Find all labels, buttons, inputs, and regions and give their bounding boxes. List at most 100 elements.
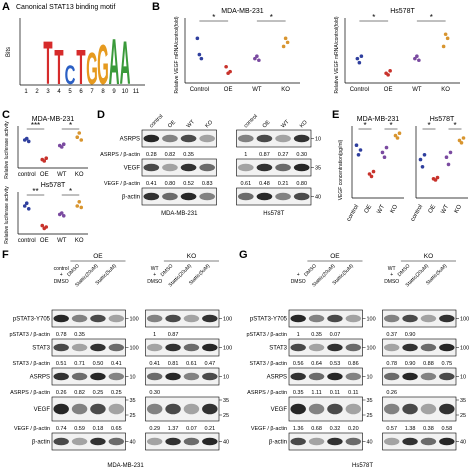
band: [165, 314, 181, 323]
row-label: ASRPS / β-actin: [247, 390, 287, 396]
data-point: [446, 162, 451, 167]
logo-letter: A: [109, 26, 120, 98]
data-point: [386, 73, 390, 77]
ratio-value: 0.83: [202, 181, 213, 187]
lane-prefix: control: [54, 266, 69, 272]
band: [308, 403, 325, 415]
marker-label: 100: [130, 317, 139, 323]
ratio-value: 0.57: [386, 426, 397, 432]
row-label: VEGF / β-actin: [251, 426, 287, 432]
ratio-value: 0.25: [111, 390, 122, 396]
data-point: [393, 133, 398, 138]
data-point: [75, 204, 80, 208]
ratio-value: 0.50: [93, 361, 104, 367]
ratio-value: 0.86: [348, 361, 359, 367]
band: [108, 372, 125, 381]
marker-label: 100: [223, 346, 232, 352]
data-point: [224, 64, 228, 69]
data-point: [44, 156, 49, 160]
blot-frame: [141, 129, 217, 148]
data-point: [371, 169, 376, 174]
category-label: WT: [57, 238, 67, 244]
category-label: OE: [224, 87, 233, 93]
band: [402, 437, 418, 446]
ratio-value: 0.53: [330, 361, 341, 367]
ratio-value: 1.37: [168, 426, 179, 432]
data-point: [448, 150, 453, 155]
data-point: [354, 143, 359, 147]
band: [183, 314, 200, 323]
band: [345, 343, 362, 352]
cell-label: Hs578T: [352, 463, 373, 469]
position-label: 7: [90, 89, 94, 95]
data-point: [197, 52, 202, 57]
panel-letter: C: [2, 109, 10, 121]
data-point: [461, 136, 466, 140]
sig-label: ***: [31, 121, 40, 130]
ratio-value: 0.52: [183, 181, 194, 187]
band: [290, 314, 306, 323]
band: [53, 403, 69, 415]
band: [420, 437, 437, 446]
ratio-value: 0.87: [168, 332, 179, 338]
row-label: STAT3 / β-actin: [250, 361, 288, 367]
ratio-value: 0.47: [204, 361, 215, 367]
band: [108, 437, 125, 446]
band: [293, 163, 310, 172]
ratio-value: 0.56: [293, 361, 304, 367]
data-point: [380, 150, 385, 155]
data-point: [422, 153, 427, 157]
ratio-value: 0.82: [74, 390, 85, 396]
data-point: [285, 40, 290, 45]
ratio-value: 1.11: [311, 390, 321, 396]
marker-label: 35: [315, 166, 321, 172]
data-point: [79, 205, 84, 210]
band: [439, 314, 455, 323]
data-point: [253, 56, 257, 61]
marker-label: 100: [223, 317, 232, 323]
band: [402, 343, 418, 352]
ratio-value: 0.80: [165, 181, 176, 187]
marker-label: 100: [460, 346, 469, 352]
data-point: [388, 69, 392, 73]
band: [202, 343, 218, 352]
category-label: WT: [376, 204, 386, 215]
position-label: 11: [133, 89, 140, 95]
row-label: VEGF / β-actin: [14, 426, 50, 432]
data-point: [75, 135, 80, 139]
marker-label: 35: [223, 398, 229, 404]
data-point: [77, 200, 82, 204]
ratio-value: 0.90: [405, 361, 416, 367]
band: [293, 134, 310, 143]
sig-label: *: [69, 187, 72, 196]
cell-label: MDA-MB-231: [107, 463, 144, 469]
band: [439, 372, 455, 381]
row-label: VEGF: [271, 407, 288, 413]
plot-title: Hs578T: [390, 8, 415, 15]
band: [383, 437, 400, 446]
band: [420, 314, 437, 323]
ratio-value: 0.35: [183, 152, 194, 158]
ratio-value: 0.81: [168, 361, 179, 367]
band: [183, 343, 200, 352]
band: [146, 403, 163, 415]
ratio-value: 0.64: [311, 361, 322, 367]
category-label: OE: [40, 238, 49, 244]
band: [165, 437, 181, 446]
panel-letter: F: [2, 249, 9, 261]
band: [199, 192, 216, 201]
band: [165, 372, 181, 381]
y-label: Bits: [6, 47, 12, 57]
band: [90, 403, 106, 415]
data-point: [397, 131, 402, 135]
band: [183, 437, 200, 446]
row-label: VEGF / β-actin: [104, 181, 140, 187]
band: [71, 437, 88, 446]
ratio-value: 0.78: [56, 332, 67, 338]
row-label: VEGF: [34, 407, 51, 413]
lane-label: DMSO: [384, 279, 399, 285]
band: [256, 163, 273, 172]
band: [165, 343, 181, 352]
panel-letter: B: [152, 1, 160, 13]
ratio-value: 0.68: [311, 426, 322, 432]
